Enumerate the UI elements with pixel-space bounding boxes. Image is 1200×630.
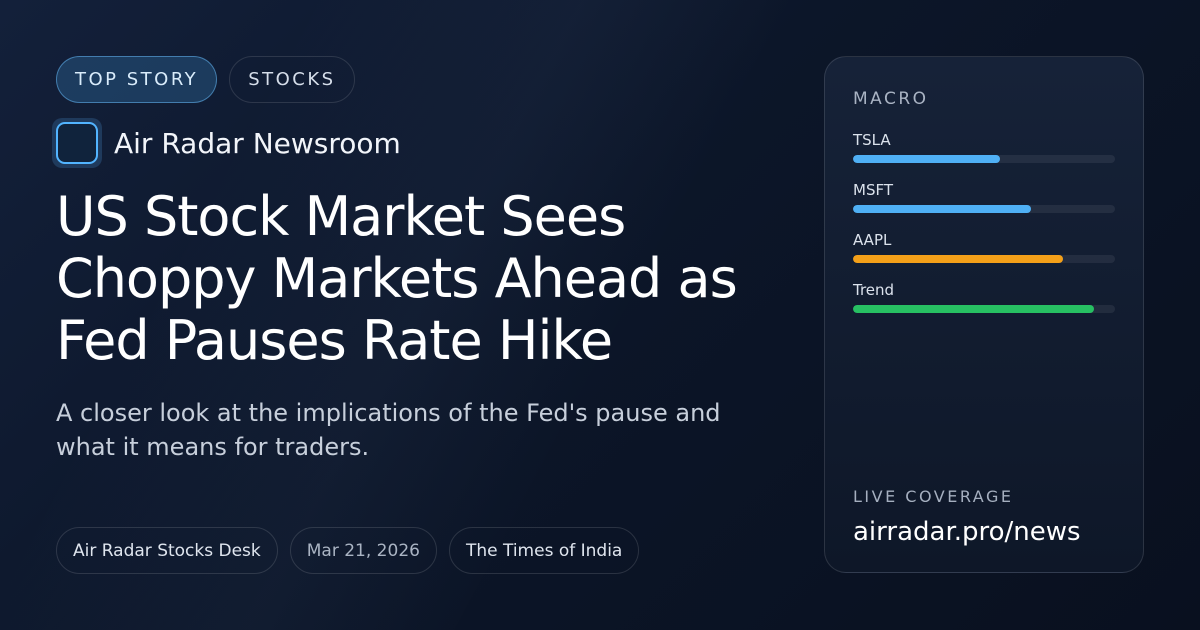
bar-row-msft: MSFT [853, 181, 1115, 231]
desk-pill: Air Radar Stocks Desk [56, 527, 278, 574]
subtitle: A closer look at the implications of the… [56, 399, 721, 461]
bar-label: Trend [853, 281, 895, 299]
panel-label: MACRO [853, 89, 929, 109]
bar-label: MSFT [853, 181, 893, 199]
bar-row-aapl: AAPL [853, 231, 1115, 281]
live-coverage-label: LIVE COVERAGE [853, 487, 1014, 506]
bar-fill [853, 155, 1000, 163]
date-pill: Mar 21, 2026 [289, 527, 437, 574]
bar-fill [853, 205, 1032, 213]
bar-fill [853, 305, 1095, 313]
bar-track [853, 205, 1115, 213]
headline: US Stock Market Sees Choppy Markets Ahea… [56, 185, 738, 372]
brand: Air Radar Newsroom [52, 118, 401, 168]
bar-label: TSLA [853, 131, 891, 149]
macro-bars: TSLA MSFT AAPL Trend [853, 131, 1115, 331]
source-pill: The Times of India [448, 527, 640, 574]
tag-top-story[interactable]: TOP STORY [56, 56, 218, 103]
brand-name: Air Radar Newsroom [114, 126, 401, 160]
coverage-link[interactable]: airradar.pro/news [853, 517, 1081, 547]
bar-track [853, 155, 1115, 163]
meta-pills: Air Radar Stocks Desk Mar 21, 2026 The T… [56, 527, 640, 574]
bar-row-tsla: TSLA [853, 131, 1115, 181]
brand-logo-icon [52, 118, 102, 168]
bar-track [853, 255, 1115, 263]
macro-panel: MACRO TSLA MSFT AAPL Trend LIVE COVERAGE… [824, 56, 1144, 573]
bar-fill [853, 255, 1063, 263]
tag-list: TOP STORY STOCKS [56, 56, 355, 103]
bar-row-trend: Trend [853, 281, 1115, 331]
bar-track [853, 305, 1115, 313]
tag-stocks[interactable]: STOCKS [229, 56, 355, 103]
bar-label: AAPL [853, 231, 892, 249]
